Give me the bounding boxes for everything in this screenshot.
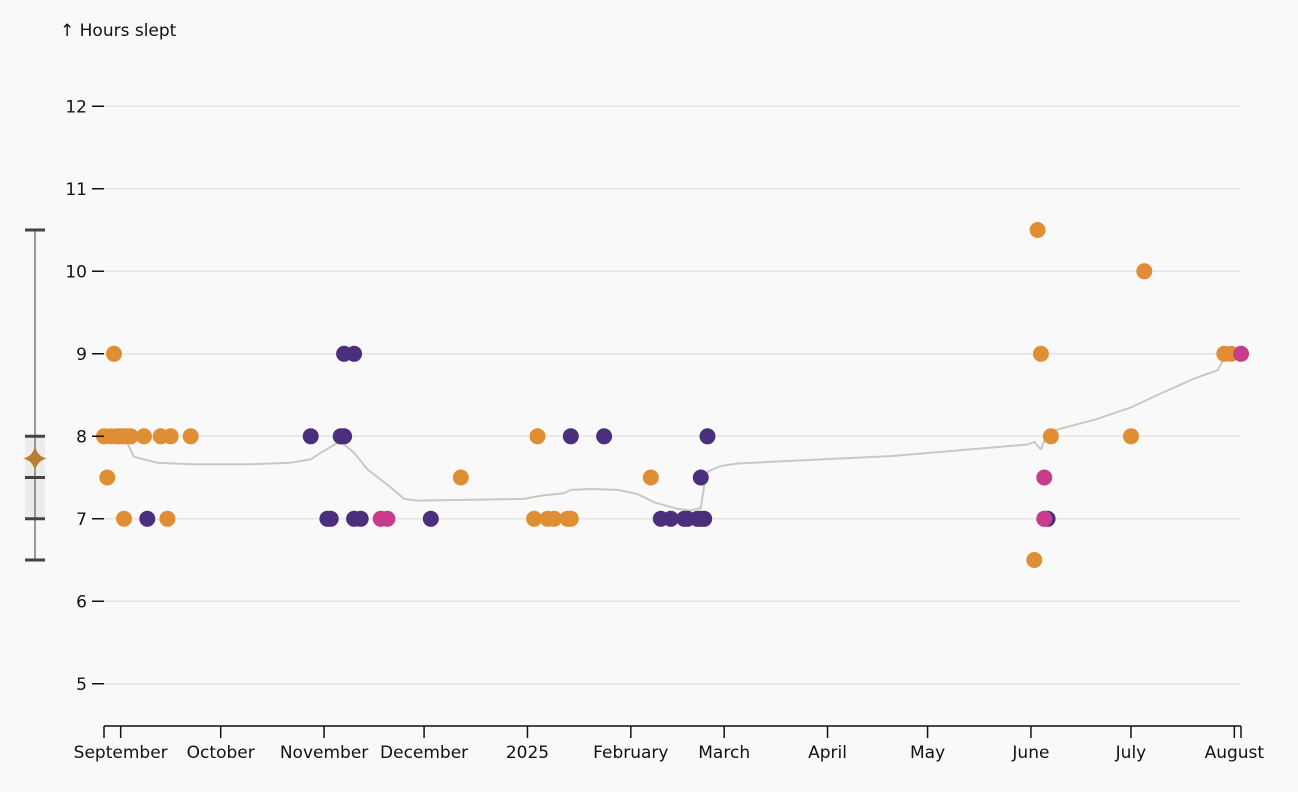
data-point-orange [116, 510, 132, 527]
data-point-orange [562, 510, 579, 527]
x-tick-label: March [698, 743, 750, 763]
data-point-pink [379, 510, 396, 527]
y-tick-label: 7 [76, 510, 87, 530]
y-tick-label: 9 [76, 345, 87, 365]
points-layer [96, 222, 1249, 568]
y-tick-label: 5 [76, 675, 87, 695]
data-point-orange [99, 469, 116, 486]
data-point-purple [322, 510, 339, 527]
data-point-pink [1036, 469, 1053, 486]
data-point-purple [699, 428, 716, 445]
data-point-orange [1026, 552, 1043, 568]
x-tick-label: 2025 [506, 743, 549, 763]
x-tick-label: September [74, 743, 168, 763]
y-tick-label: 12 [65, 97, 87, 117]
data-point-purple [562, 428, 579, 445]
y-tick-label: 6 [76, 592, 87, 612]
summary-range [23, 228, 47, 562]
data-point-orange [159, 510, 176, 527]
data-point-purple [302, 428, 319, 445]
data-point-purple [692, 469, 709, 486]
data-point-orange [136, 428, 152, 445]
data-point-orange [1029, 222, 1046, 238]
axis-layer: 5 6 7 8 9 10 11 12 September October November Decem… [65, 97, 1264, 763]
data-point-orange [452, 469, 469, 486]
data-point-purple [422, 510, 439, 527]
data-point-orange [122, 428, 139, 445]
x-tick-label: July [1115, 743, 1147, 763]
data-point-pink [1233, 345, 1249, 362]
x-tick-label: December [380, 743, 468, 763]
data-point-purple [346, 345, 363, 362]
y-tick-label: 11 [65, 180, 87, 200]
data-point-purple [352, 510, 369, 527]
x-tick-label: April [808, 743, 847, 763]
data-point-purple [336, 428, 353, 445]
x-tick-label: November [280, 743, 368, 763]
y-tick-label: 8 [76, 427, 87, 447]
data-point-orange [546, 510, 563, 527]
x-tick-label: February [593, 743, 668, 763]
data-point-orange [642, 469, 659, 486]
data-point-orange [1032, 345, 1049, 362]
data-point-purple [696, 510, 713, 527]
y-axis-title: ↑ Hours slept [60, 21, 177, 41]
grid-layer [104, 105, 1241, 685]
trend-layer [104, 352, 1242, 512]
data-point-orange [162, 428, 179, 445]
data-point-orange [1123, 428, 1139, 445]
data-point-orange [1042, 428, 1059, 445]
trend-line [104, 352, 1242, 512]
data-point-orange [182, 428, 199, 445]
data-point-orange [106, 345, 122, 362]
y-tick-label: 10 [65, 262, 87, 282]
x-tick-label: May [910, 743, 945, 763]
data-point-purple [139, 510, 156, 527]
mean-marker-icon [23, 445, 47, 472]
data-point-orange [526, 510, 543, 527]
data-point-orange [1136, 263, 1153, 280]
x-tick-label: October [187, 743, 255, 763]
data-point-pink [1036, 510, 1053, 527]
x-tick-label: August [1205, 743, 1265, 763]
data-point-purple [596, 428, 613, 445]
data-point-purple [662, 510, 679, 527]
data-point-orange [529, 428, 546, 445]
x-tick-label: June [1011, 743, 1049, 763]
